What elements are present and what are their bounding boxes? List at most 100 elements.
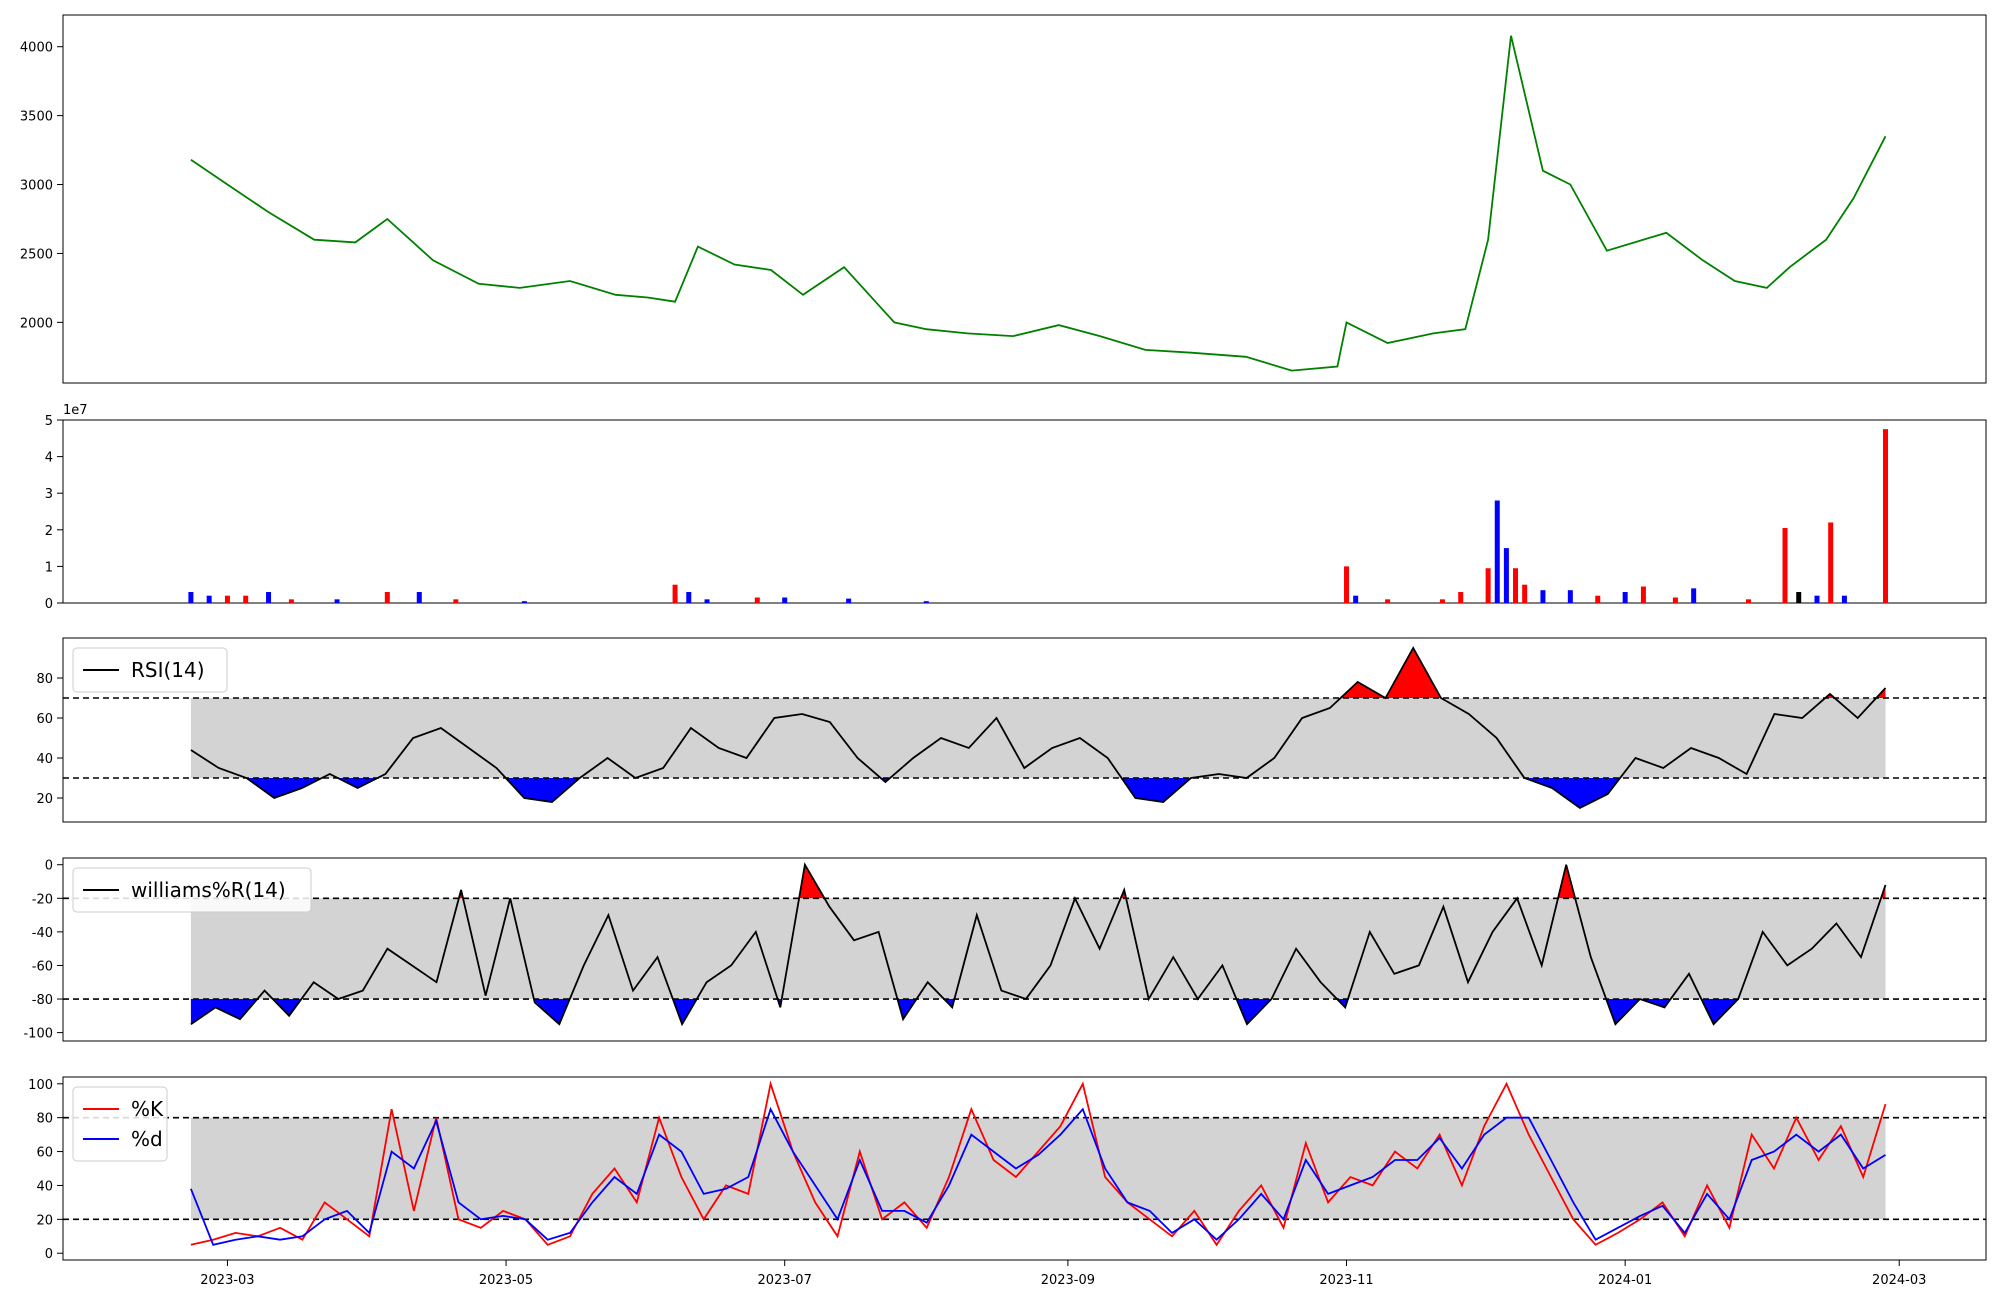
williams-ytick-label: -20: [32, 892, 53, 907]
price-ytick-label: 3000: [20, 179, 53, 194]
volume-bar: [1540, 590, 1546, 603]
stochastic-ytick-label: 0: [45, 1247, 53, 1262]
rsi-band: [190, 698, 1886, 778]
volume-bar: [1522, 584, 1528, 603]
stochastic-frame: [62, 1076, 1987, 1261]
volume-bar: [288, 599, 294, 603]
volume-bar: [782, 597, 788, 603]
volume-bar: [1494, 500, 1500, 603]
stochastic-ytick-label: 20: [36, 1213, 53, 1228]
volume-ytick-label: 1: [45, 560, 53, 575]
volume-bar: [384, 592, 390, 603]
volume-bar: [754, 597, 760, 603]
stochastic-ytick-label: 60: [36, 1146, 53, 1161]
volume-bar: [1353, 595, 1359, 603]
rsi-overbought-fill: [1385, 648, 1441, 698]
price-ytick-label: 4000: [20, 41, 53, 56]
volume-bar: [672, 584, 678, 603]
volume-bar: [1814, 595, 1820, 603]
volume-bar: [686, 592, 692, 603]
volume-bar: [1344, 566, 1350, 603]
volume-bar: [1672, 597, 1678, 603]
volume-bar: [1485, 568, 1491, 603]
volume-bar: [416, 592, 422, 603]
volume-bar: [704, 599, 710, 603]
volume-bar: [334, 599, 340, 603]
stochastic-ytick-label: 80: [36, 1112, 53, 1127]
stochastic-panel: 0 20 40 60 80 100 %K %d: [28, 1076, 1987, 1262]
volume-bar: [1691, 588, 1697, 603]
rsi-frame: [62, 637, 1987, 823]
volume-bar: [1782, 527, 1788, 603]
volume-bar: [453, 599, 459, 603]
volume-bar: [1503, 548, 1509, 603]
volume-bar: [206, 595, 212, 603]
volume-ytick-label: 3: [45, 487, 53, 502]
rsi-oversold-fill: [1121, 778, 1191, 802]
stochastic-line-1: [190, 1080, 1887, 1247]
rsi-oversold-fill: [246, 778, 322, 798]
x-tick-label: 2023-03: [200, 1273, 254, 1288]
williams-oversold-fill: [533, 999, 570, 1025]
rsi-ytick-label: 40: [36, 752, 53, 767]
stochastic-ytick-label: 100: [28, 1078, 53, 1093]
volume-bar: [1828, 522, 1834, 603]
volume-bar: [1385, 599, 1391, 603]
volume-bar: [224, 595, 230, 603]
volume-bar: [846, 598, 852, 603]
x-tick-label: 2023-09: [1041, 1273, 1095, 1288]
rsi-ytick-label: 80: [36, 672, 53, 687]
price-ytick-label: 3500: [20, 110, 53, 125]
williams-legend-label: williams%R(14): [131, 878, 286, 902]
x-tick-label: 2023-05: [479, 1273, 533, 1288]
williams-ytick-label: -100: [23, 1027, 53, 1042]
stochastic-line-2: [190, 1106, 1886, 1246]
stochastic-legend-label: %d: [131, 1127, 163, 1151]
rsi-oversold-fill: [337, 778, 378, 788]
stochastic-legend-box: [72, 1086, 168, 1162]
x-tick-label: 2023-11: [1319, 1273, 1373, 1288]
x-tick-label: 2024-03: [1872, 1273, 1926, 1288]
price-ytick-label: 2500: [20, 247, 53, 262]
williams-line-1: [190, 862, 1887, 1027]
williams-oversold-fill: [272, 999, 302, 1016]
rsi-ytick-label: 60: [36, 712, 53, 727]
williams-ytick-label: 0: [45, 859, 53, 874]
rsi-legend-box: [72, 647, 228, 693]
x-axis: 2023-03 2023-05 2023-07 2023-09 2023-11 2024-…: [200, 1260, 1926, 1288]
volume-bar: [1883, 429, 1889, 603]
volume-bar: [923, 601, 929, 603]
price-line: [190, 35, 1887, 372]
volume-bar: [1567, 590, 1573, 603]
rsi-oversold-fill: [505, 778, 580, 802]
williams-ytick-label: -80: [32, 993, 53, 1008]
volume-ytick-label: 0: [45, 597, 53, 612]
williams-ytick-label: -40: [32, 926, 53, 941]
volume-bar: [1841, 595, 1847, 603]
volume-bar: [1458, 592, 1464, 603]
rsi-ytick-label: 20: [36, 792, 53, 807]
volume-bar: [1640, 586, 1646, 603]
williams-r-panel: 0 -20 -40 -60 -80 -100 williams%R(14): [23, 857, 1987, 1042]
volume-bar: [1595, 595, 1601, 603]
x-tick-label: 2023-07: [758, 1273, 812, 1288]
volume-ytick-label: 4: [45, 451, 53, 466]
williams-legend-box: [72, 867, 312, 913]
williams-oversold-fill: [1606, 999, 1640, 1025]
rsi-overbought-fill: [1340, 682, 1386, 698]
price-panel: 2000 2500 3000 3500 4000: [20, 14, 1987, 384]
williams-oversold-fill: [672, 999, 697, 1025]
stochastic-band: [190, 1117, 1886, 1220]
volume-bar: [1745, 599, 1751, 603]
rsi-legend-label: RSI(14): [131, 658, 205, 682]
volume-bar: [1622, 592, 1628, 603]
volume-bar: [266, 592, 272, 603]
rsi-panel: 20 40 60 80 RSI(14): [36, 637, 1987, 823]
volume-bar: [521, 601, 527, 603]
volume-bar: [1796, 592, 1802, 603]
rsi-oversold-fill: [1524, 778, 1621, 808]
rsi-line-1: [190, 646, 1887, 810]
stochastic-legend-label: %K: [131, 1097, 164, 1121]
price-frame: [62, 14, 1987, 384]
